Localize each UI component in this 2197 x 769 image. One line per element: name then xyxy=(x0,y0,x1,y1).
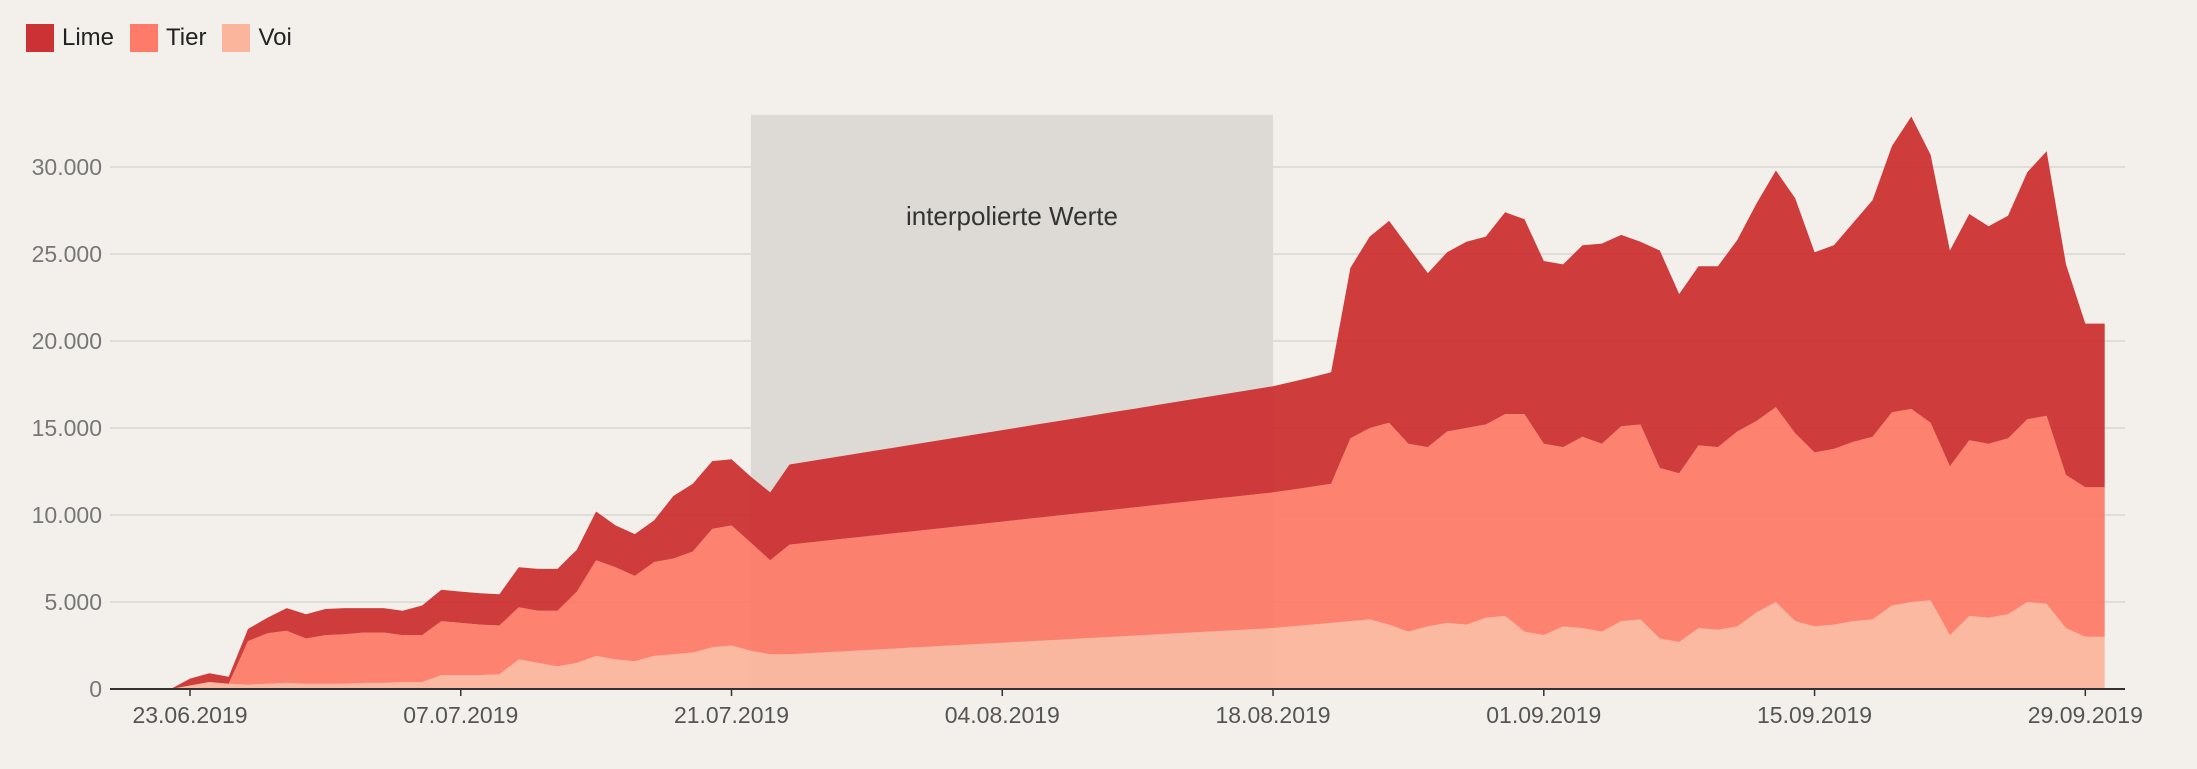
legend: Lime Tier Voi xyxy=(26,24,308,52)
area-lime xyxy=(170,116,2105,689)
y-tick-label: 5.000 xyxy=(44,589,102,615)
area-tier xyxy=(170,407,2105,689)
legend-swatch-tier xyxy=(130,24,159,52)
legend-swatch-lime xyxy=(26,24,54,52)
x-tick-label: 07.07.2019 xyxy=(403,702,518,728)
legend-item-lime[interactable]: Lime xyxy=(26,24,114,52)
legend-label-tier: Tier xyxy=(166,24,207,51)
area-voi xyxy=(170,600,2105,689)
y-tick-label: 20.000 xyxy=(32,328,102,354)
x-tick-label: 15.09.2019 xyxy=(1757,702,1872,728)
legend-label-voi: Voi xyxy=(258,24,292,51)
y-tick-label: 15.000 xyxy=(32,415,102,441)
x-tick-label: 18.08.2019 xyxy=(1215,702,1330,728)
legend-swatch-voi xyxy=(222,24,251,52)
annotation-label: interpolierte Werte xyxy=(906,201,1118,231)
x-tick-label: 04.08.2019 xyxy=(945,702,1060,728)
x-tick-label: 01.09.2019 xyxy=(1486,702,1601,728)
x-tick-label: 21.07.2019 xyxy=(674,702,789,728)
y-tick-label: 10.000 xyxy=(32,502,102,528)
x-tick-label: 23.06.2019 xyxy=(132,702,247,728)
legend-label-lime: Lime xyxy=(62,24,115,51)
y-tick-label: 25.000 xyxy=(32,241,102,267)
x-tick-label: 29.09.2019 xyxy=(2028,702,2143,728)
y-tick-label: 30.000 xyxy=(32,154,102,180)
legend-item-voi[interactable]: Voi xyxy=(222,24,292,52)
legend-item-tier[interactable]: Tier xyxy=(130,24,206,52)
y-tick-label: 0 xyxy=(89,676,102,702)
